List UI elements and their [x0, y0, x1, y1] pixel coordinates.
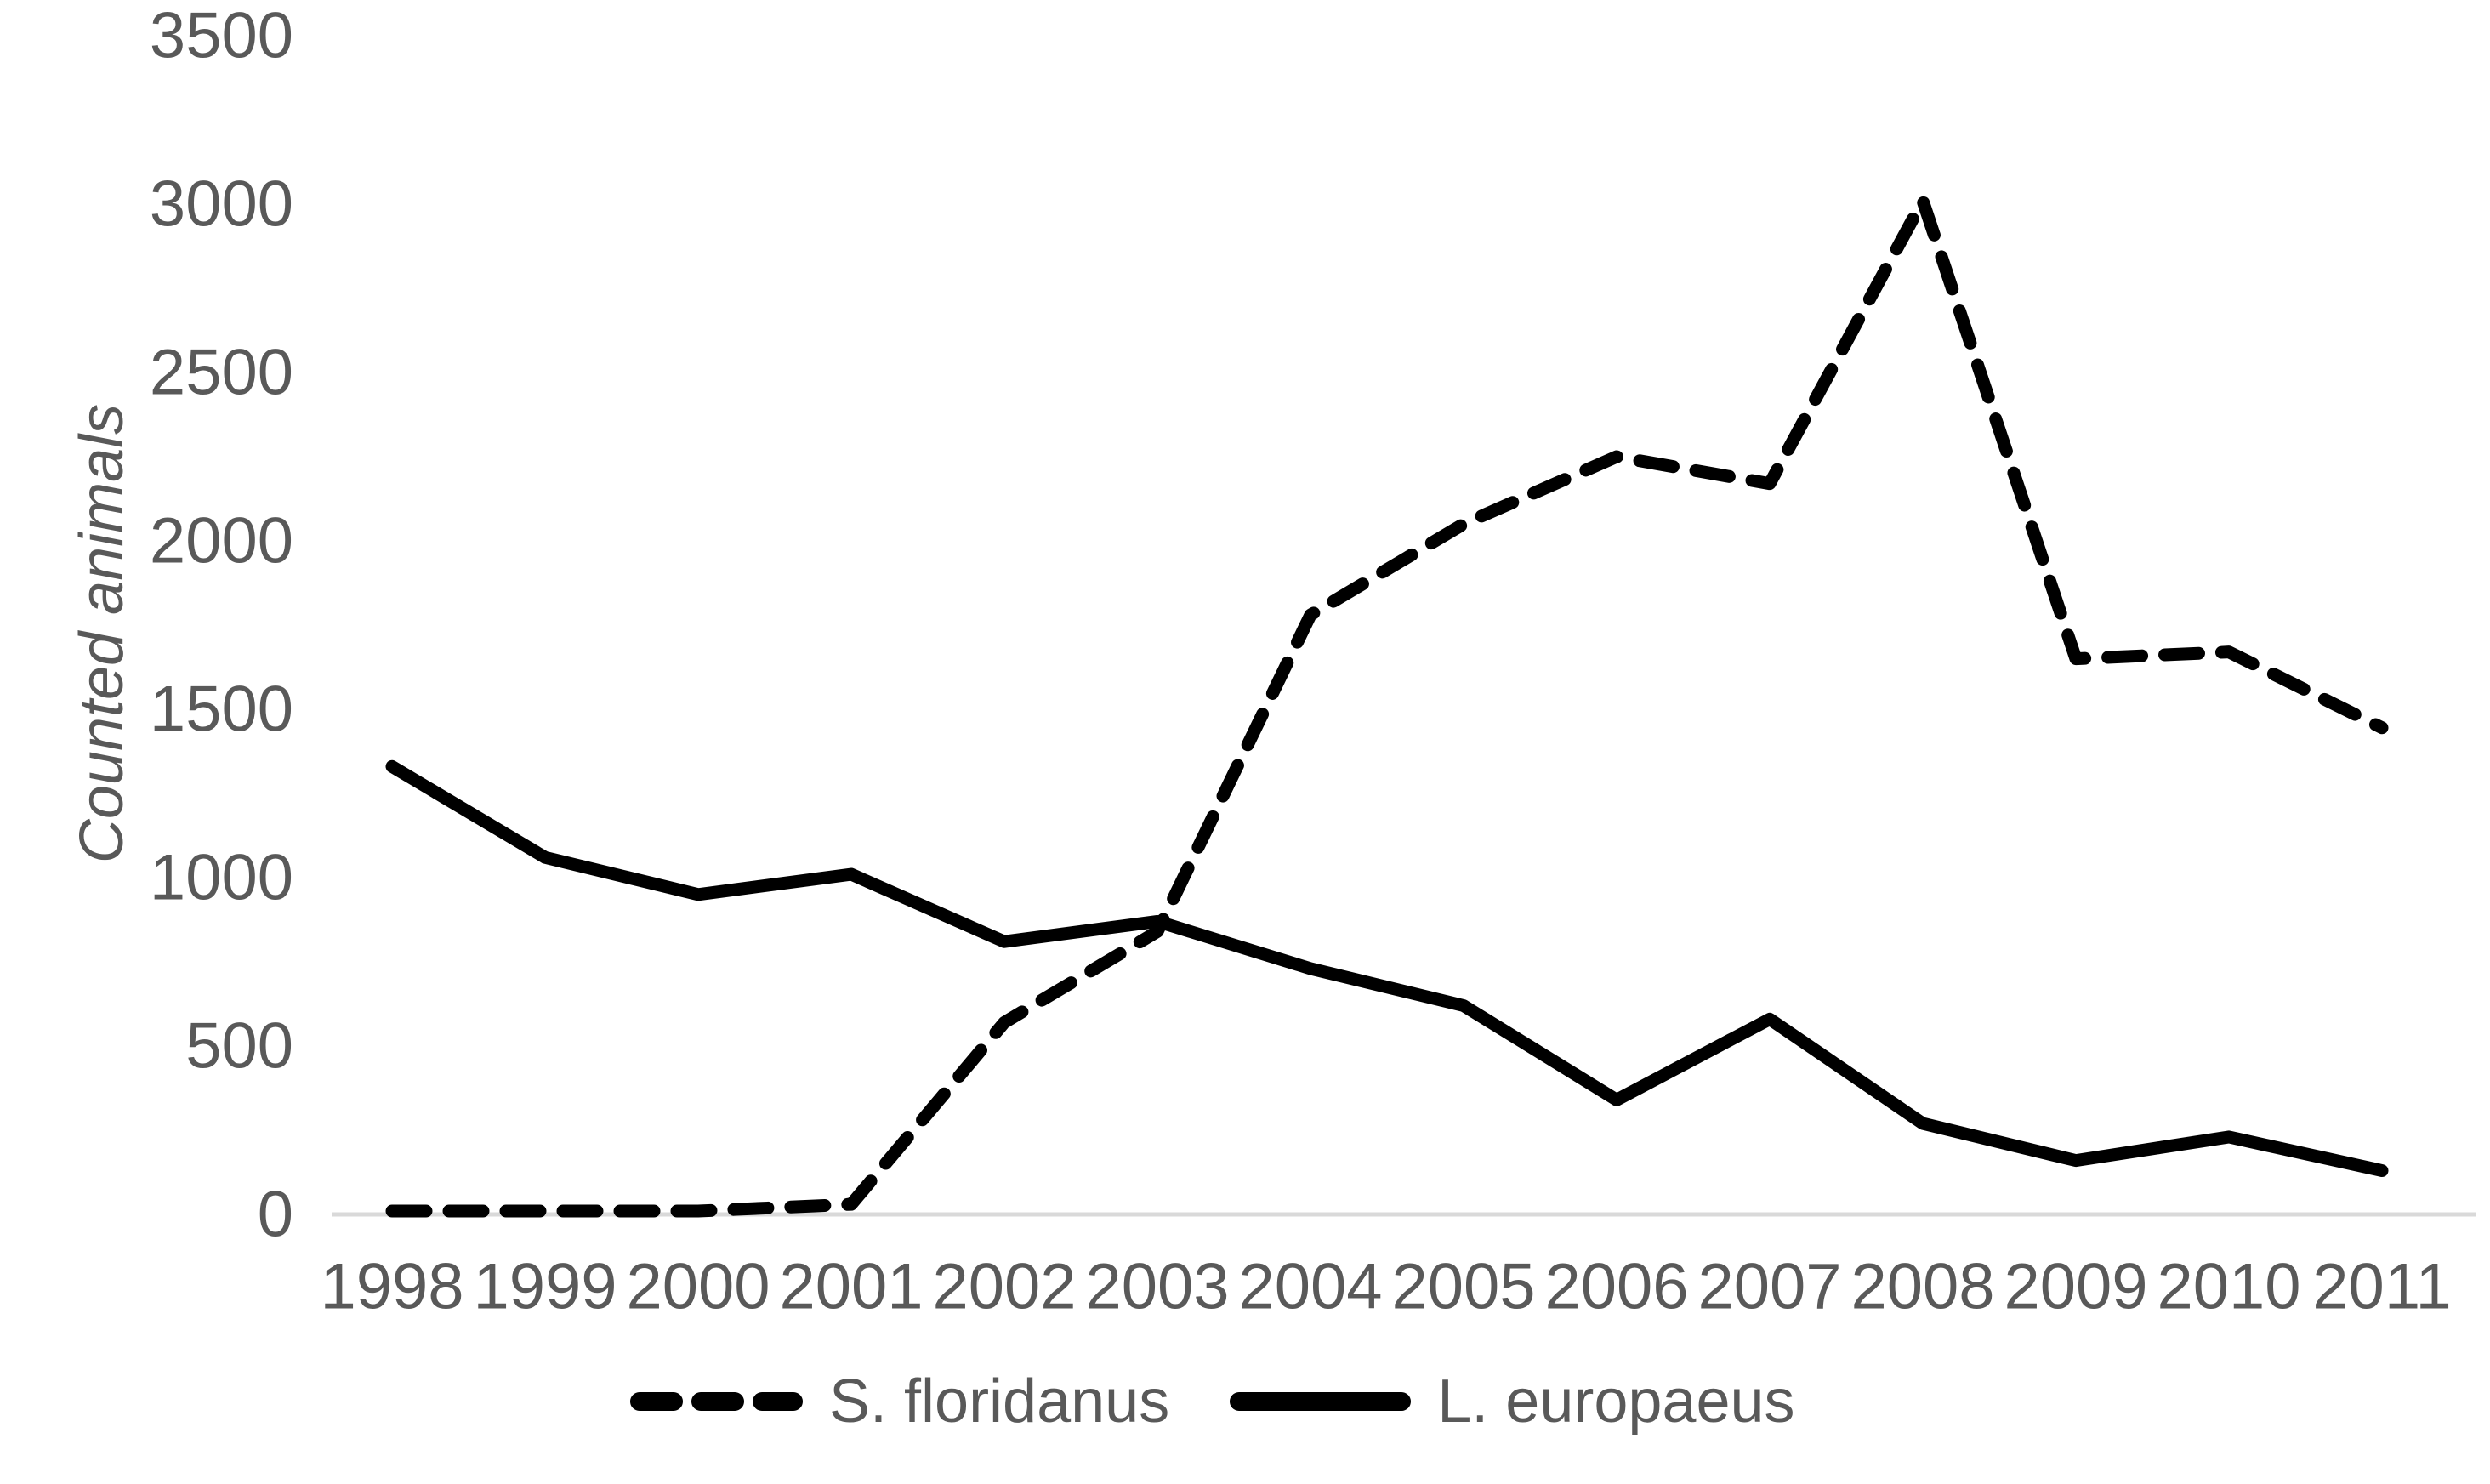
y-tick-label: 1000 [150, 842, 293, 914]
x-tick-label: 2009 [2004, 1251, 2147, 1323]
x-tick-label: 2011 [2312, 1251, 2451, 1323]
dashed-line-icon [630, 1392, 803, 1411]
x-tick-label: 2004 [1238, 1251, 1382, 1323]
x-tick-label: 1998 [320, 1251, 463, 1323]
x-tick-label: 1999 [473, 1251, 617, 1323]
x-tick-label: 2008 [1850, 1251, 1994, 1323]
legend-label-s-floridanus: S. floridanus [829, 1367, 1170, 1436]
x-tick-label: 2003 [1085, 1251, 1229, 1323]
x-tick-label: 2000 [626, 1251, 770, 1323]
x-tick-label: 2007 [1697, 1251, 1841, 1323]
legend: S. floridanus L. europaeus [629, 1355, 1795, 1448]
y-tick-label: 1500 [150, 674, 293, 746]
series-line-l-europaeus [385, 759, 2389, 1178]
y-tick-label: 3500 [150, 0, 293, 72]
x-tick-label: 2010 [2157, 1251, 2300, 1323]
y-tick-label: 2000 [150, 505, 293, 577]
solid-line-icon [1230, 1392, 1412, 1411]
x-tick-label: 2001 [779, 1251, 923, 1323]
series-line-s-floridanus [385, 194, 2389, 1218]
y-tick-label: 3000 [150, 168, 293, 241]
x-tick-label: 2006 [1544, 1251, 1688, 1323]
y-tick-label: 500 [185, 1010, 293, 1083]
y-tick-label: 2500 [150, 337, 293, 409]
x-tick-label: 2005 [1391, 1251, 1535, 1323]
legend-label-l-europaeus: L. europaeus [1437, 1367, 1795, 1436]
y-tick-label: 0 [258, 1179, 293, 1251]
x-tick-label: 2002 [932, 1251, 1076, 1323]
